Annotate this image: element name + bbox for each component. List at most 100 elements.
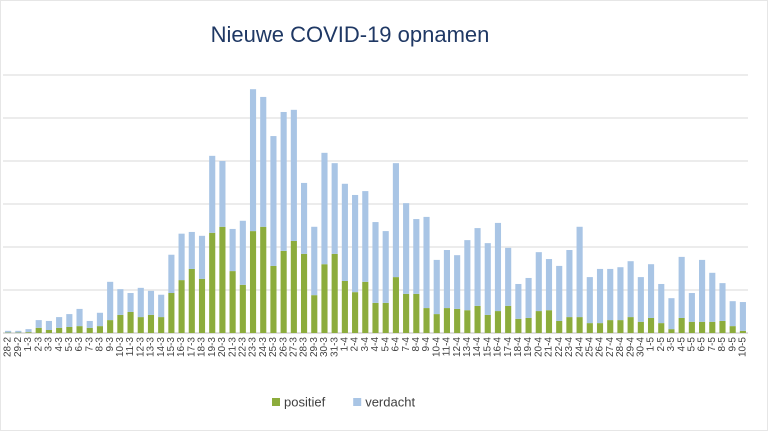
bar-segment bbox=[637, 277, 644, 322]
bar-segment bbox=[576, 226, 583, 318]
bar-segment bbox=[678, 317, 685, 333]
x-tick-label: 3-3 bbox=[44, 337, 55, 352]
bar-segment bbox=[464, 240, 471, 311]
x-tick-label: 23-4 bbox=[564, 337, 575, 357]
bar-segment bbox=[627, 317, 634, 333]
bar-segment bbox=[168, 254, 175, 294]
bar-segment bbox=[117, 314, 124, 333]
bar-segment bbox=[260, 226, 267, 333]
bar-segment bbox=[198, 235, 206, 279]
x-tick-label: 3-5 bbox=[666, 337, 677, 352]
x-tick-label: 13-3 bbox=[146, 337, 157, 357]
x-tick-label: 18-3 bbox=[197, 337, 208, 357]
bar-segment bbox=[566, 317, 573, 333]
x-tick-label: 11-3 bbox=[125, 337, 136, 357]
x-tick-label: 28-2 bbox=[3, 337, 14, 357]
x-tick-label: 24-3 bbox=[258, 337, 269, 357]
bar-segment bbox=[515, 283, 522, 319]
x-tick-label: 16-4 bbox=[493, 337, 504, 357]
x-tick-label: 4-3 bbox=[54, 337, 65, 352]
bar-segment bbox=[729, 301, 736, 327]
bar-segment bbox=[433, 259, 440, 315]
x-tick-label: 28-4 bbox=[615, 337, 626, 357]
bar-segment bbox=[494, 222, 502, 312]
bar-segment bbox=[576, 317, 583, 333]
bar-segment bbox=[209, 155, 216, 233]
bar-segment bbox=[454, 308, 461, 333]
bar-segment bbox=[45, 320, 52, 330]
x-tick-label: 27-3 bbox=[288, 337, 299, 357]
bar-segment bbox=[352, 194, 359, 293]
x-tick-label: 2-5 bbox=[656, 337, 667, 352]
bar-segment bbox=[688, 293, 695, 322]
bar-segment bbox=[290, 109, 297, 241]
bar-segment bbox=[586, 277, 593, 324]
bar-segment bbox=[709, 321, 716, 333]
bar-segment bbox=[423, 308, 430, 333]
x-tick-label: 6-3 bbox=[74, 337, 85, 352]
bar-segment bbox=[443, 308, 450, 333]
bar-segment bbox=[709, 272, 716, 322]
bar-segment bbox=[137, 287, 144, 318]
bar-segment bbox=[96, 326, 104, 333]
bar-segment bbox=[484, 243, 491, 315]
x-tick-label: 30-3 bbox=[319, 337, 330, 357]
x-tick-label: 22-3 bbox=[237, 337, 248, 357]
bar-segment bbox=[556, 320, 563, 333]
bar-segment bbox=[219, 161, 226, 227]
bar-segment bbox=[158, 294, 165, 318]
bar-segment bbox=[658, 323, 665, 333]
legend-swatch bbox=[353, 398, 362, 406]
x-tick-label: 1-3 bbox=[23, 337, 34, 352]
bar-segment bbox=[596, 323, 604, 333]
x-tick-label: 26-3 bbox=[278, 337, 289, 357]
bar-segment bbox=[413, 219, 420, 294]
bar-segment bbox=[484, 314, 491, 333]
bar-segment bbox=[637, 321, 644, 333]
x-tick-label: 27-4 bbox=[605, 337, 616, 357]
x-tick-label: 22-4 bbox=[554, 337, 565, 357]
bar-segment bbox=[668, 298, 675, 330]
bar-segment bbox=[443, 250, 450, 309]
x-tick-label: 16-3 bbox=[176, 337, 187, 357]
bar-segment bbox=[362, 281, 369, 333]
bar-segment bbox=[107, 281, 114, 321]
bar-segment bbox=[699, 259, 706, 322]
bar-segment bbox=[66, 314, 73, 327]
bar-segment bbox=[86, 327, 93, 333]
bar-segment bbox=[35, 320, 42, 328]
bar-segment bbox=[403, 203, 410, 294]
x-tick-label: 25-3 bbox=[268, 337, 279, 357]
bar-segment bbox=[413, 293, 420, 333]
bar-segment bbox=[331, 163, 338, 254]
x-tick-label: 7-4 bbox=[401, 337, 412, 352]
x-tick-label: 10-3 bbox=[115, 337, 126, 357]
bar-segment bbox=[229, 228, 236, 272]
x-tick-label: 8-4 bbox=[411, 337, 422, 352]
bar-segment bbox=[66, 326, 73, 333]
x-tick-label: 9-5 bbox=[727, 337, 738, 352]
x-tick-label: 5-5 bbox=[687, 337, 698, 352]
x-tick-label: 23-3 bbox=[248, 337, 259, 357]
bar-segment bbox=[311, 295, 318, 333]
x-tick-label: 15-3 bbox=[166, 337, 177, 357]
bar-segment bbox=[331, 253, 338, 333]
x-tick-label: 1-5 bbox=[646, 337, 657, 352]
x-tick-label: 18-4 bbox=[513, 337, 524, 357]
bar-segment bbox=[494, 311, 502, 333]
x-tick-label: 6-4 bbox=[391, 337, 402, 352]
bar-segment bbox=[137, 317, 144, 333]
bar-segment bbox=[464, 310, 471, 333]
bar-segment bbox=[596, 268, 604, 324]
legend-label: positief bbox=[284, 394, 326, 409]
bar-segment bbox=[545, 310, 553, 333]
bar-segment bbox=[719, 283, 726, 321]
bar-segment bbox=[127, 311, 134, 333]
bar-segment bbox=[147, 314, 155, 333]
bar-segment bbox=[535, 252, 542, 312]
bar-segment bbox=[362, 191, 369, 282]
legend-swatch bbox=[272, 398, 280, 406]
bar-segment bbox=[5, 330, 12, 333]
x-tick-label: 13-4 bbox=[462, 337, 473, 357]
